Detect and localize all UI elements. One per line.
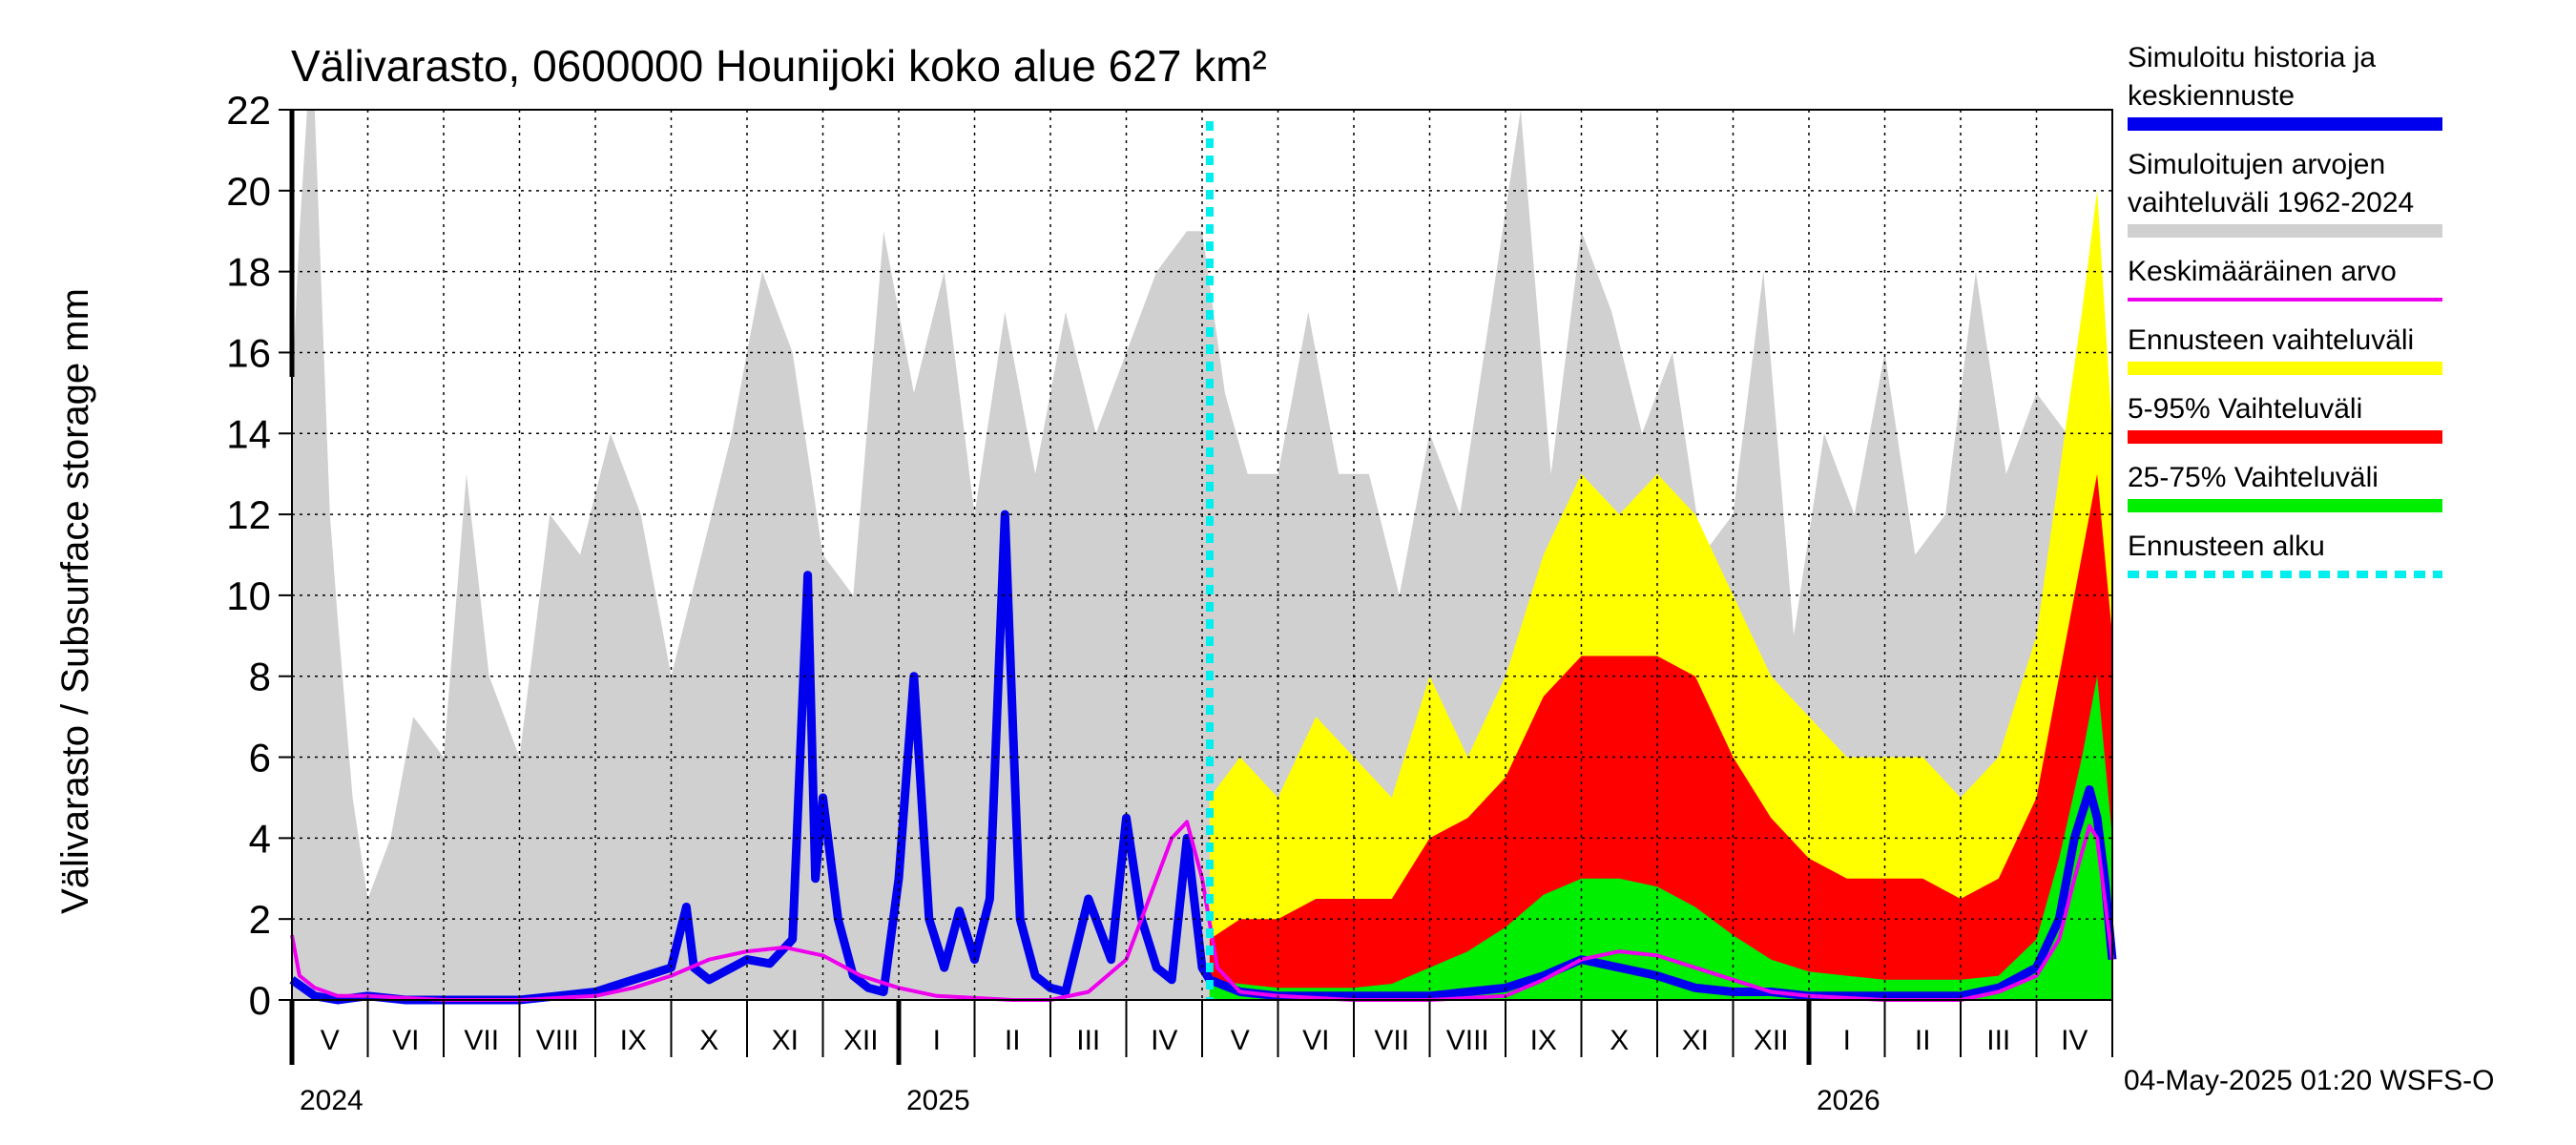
legend-item-5-95-vaihteluv-li: 5-95% Vaihteluväli [2128,393,2442,444]
x-month-label: III [1986,1025,2010,1056]
legend-item-ennusteen-vaihteluv-li: Ennusteen vaihteluväli [2128,324,2442,375]
x-month-label: I [1843,1025,1851,1056]
legend-item-ennusteen-alku: Ennusteen alku [2128,531,2442,578]
legend-label: Ennusteen vaihteluväli [2128,324,2414,356]
x-month-label: VIII [536,1025,579,1056]
grid-layer [292,110,2112,1000]
x-month-label: XI [1682,1025,1709,1056]
year-label: 2025 [906,1085,970,1116]
legend-item-25-75-vaihteluv-li: 25-75% Vaihteluväli [2128,462,2442,512]
x-month-label: X [699,1025,718,1056]
x-month-label: XII [1754,1025,1789,1056]
y-tick-label: 12 [226,492,271,537]
series-area-25-75-vaihteluv-li [1209,676,2112,1000]
x-month-label: IX [1530,1025,1557,1056]
series-area-5-95-vaihteluv-li [1209,473,2112,1000]
y-tick-label: 20 [226,169,271,214]
x-month-label: IX [620,1025,647,1056]
legend-label: Keskimääräinen arvo [2128,256,2397,287]
x-month-label: IV [2061,1025,2088,1056]
x-month-label: III [1076,1025,1100,1056]
y-tick-label: 0 [249,978,271,1023]
x-month-label: V [1231,1025,1250,1056]
legend-label: Simuloitu historia ja [2128,42,2376,73]
footer-timestamp: 04-May-2025 01:20 WSFS-O [2124,1065,2495,1096]
legend: Simuloitu historia jakeskiennusteSimuloi… [2128,42,2442,578]
y-tick-label: 16 [226,330,271,375]
x-month-label: II [1005,1025,1021,1056]
y-tick-label: 6 [249,736,271,781]
y-tick-label: 22 [226,88,271,133]
year-label: 2026 [1817,1085,1880,1116]
x-month-label: VII [1374,1025,1409,1056]
y-tick-label: 8 [249,655,271,699]
series-line-simuloitu-historia-ja-keskiennuste [289,510,2117,1005]
x-month-label: VII [464,1025,499,1056]
legend-label: Ennusteen alku [2128,531,2325,562]
plot-frame [291,109,2113,1001]
x-month-label: XII [843,1025,879,1056]
x-month-label: XI [772,1025,799,1056]
y-tick-label: 10 [226,573,271,618]
legend-label: Simuloitujen arvojen [2128,149,2385,180]
x-month-label: V [321,1025,340,1056]
chart-title: Välivarasto, 0600000 Hounijoki koko alue… [291,41,1267,91]
y-tick-label: 14 [226,411,271,456]
legend-label: keskiennuste [2128,80,2295,112]
legend-label: 5-95% Vaihteluväli [2128,393,2362,425]
y-tick-label: 2 [249,897,271,942]
x-month-label: VI [392,1025,419,1056]
legend-item-simuloitu-historia-ja-keskiennuste: Simuloitu historia ja keskiennuste [2128,42,2442,131]
legend-item-simuloitujen-arvojen-vaihteluv-li-1962-2024: Simuloitujen arvojen vaihteluväli 1962-20… [2128,149,2442,238]
x-month-label: I [933,1025,941,1056]
y-axis-label: Välivarasto / Subsurface storage mm [54,288,96,914]
year-label: 2024 [300,1085,364,1116]
x-month-label: IV [1151,1025,1177,1056]
y-tick-label: 18 [226,250,271,295]
x-month-label: VIII [1446,1025,1489,1056]
x-month-label: VI [1302,1025,1329,1056]
y-tick-label: 4 [249,816,271,861]
legend-item-keskim-r-inen-arvo: Keskimääräinen arvo [2128,256,2442,302]
legend-label: 25-75% Vaihteluväli [2128,462,2379,493]
x-month-label: II [1915,1025,1931,1056]
x-month-label: X [1610,1025,1629,1056]
legend-label: vaihteluväli 1962-2024 [2128,187,2414,219]
